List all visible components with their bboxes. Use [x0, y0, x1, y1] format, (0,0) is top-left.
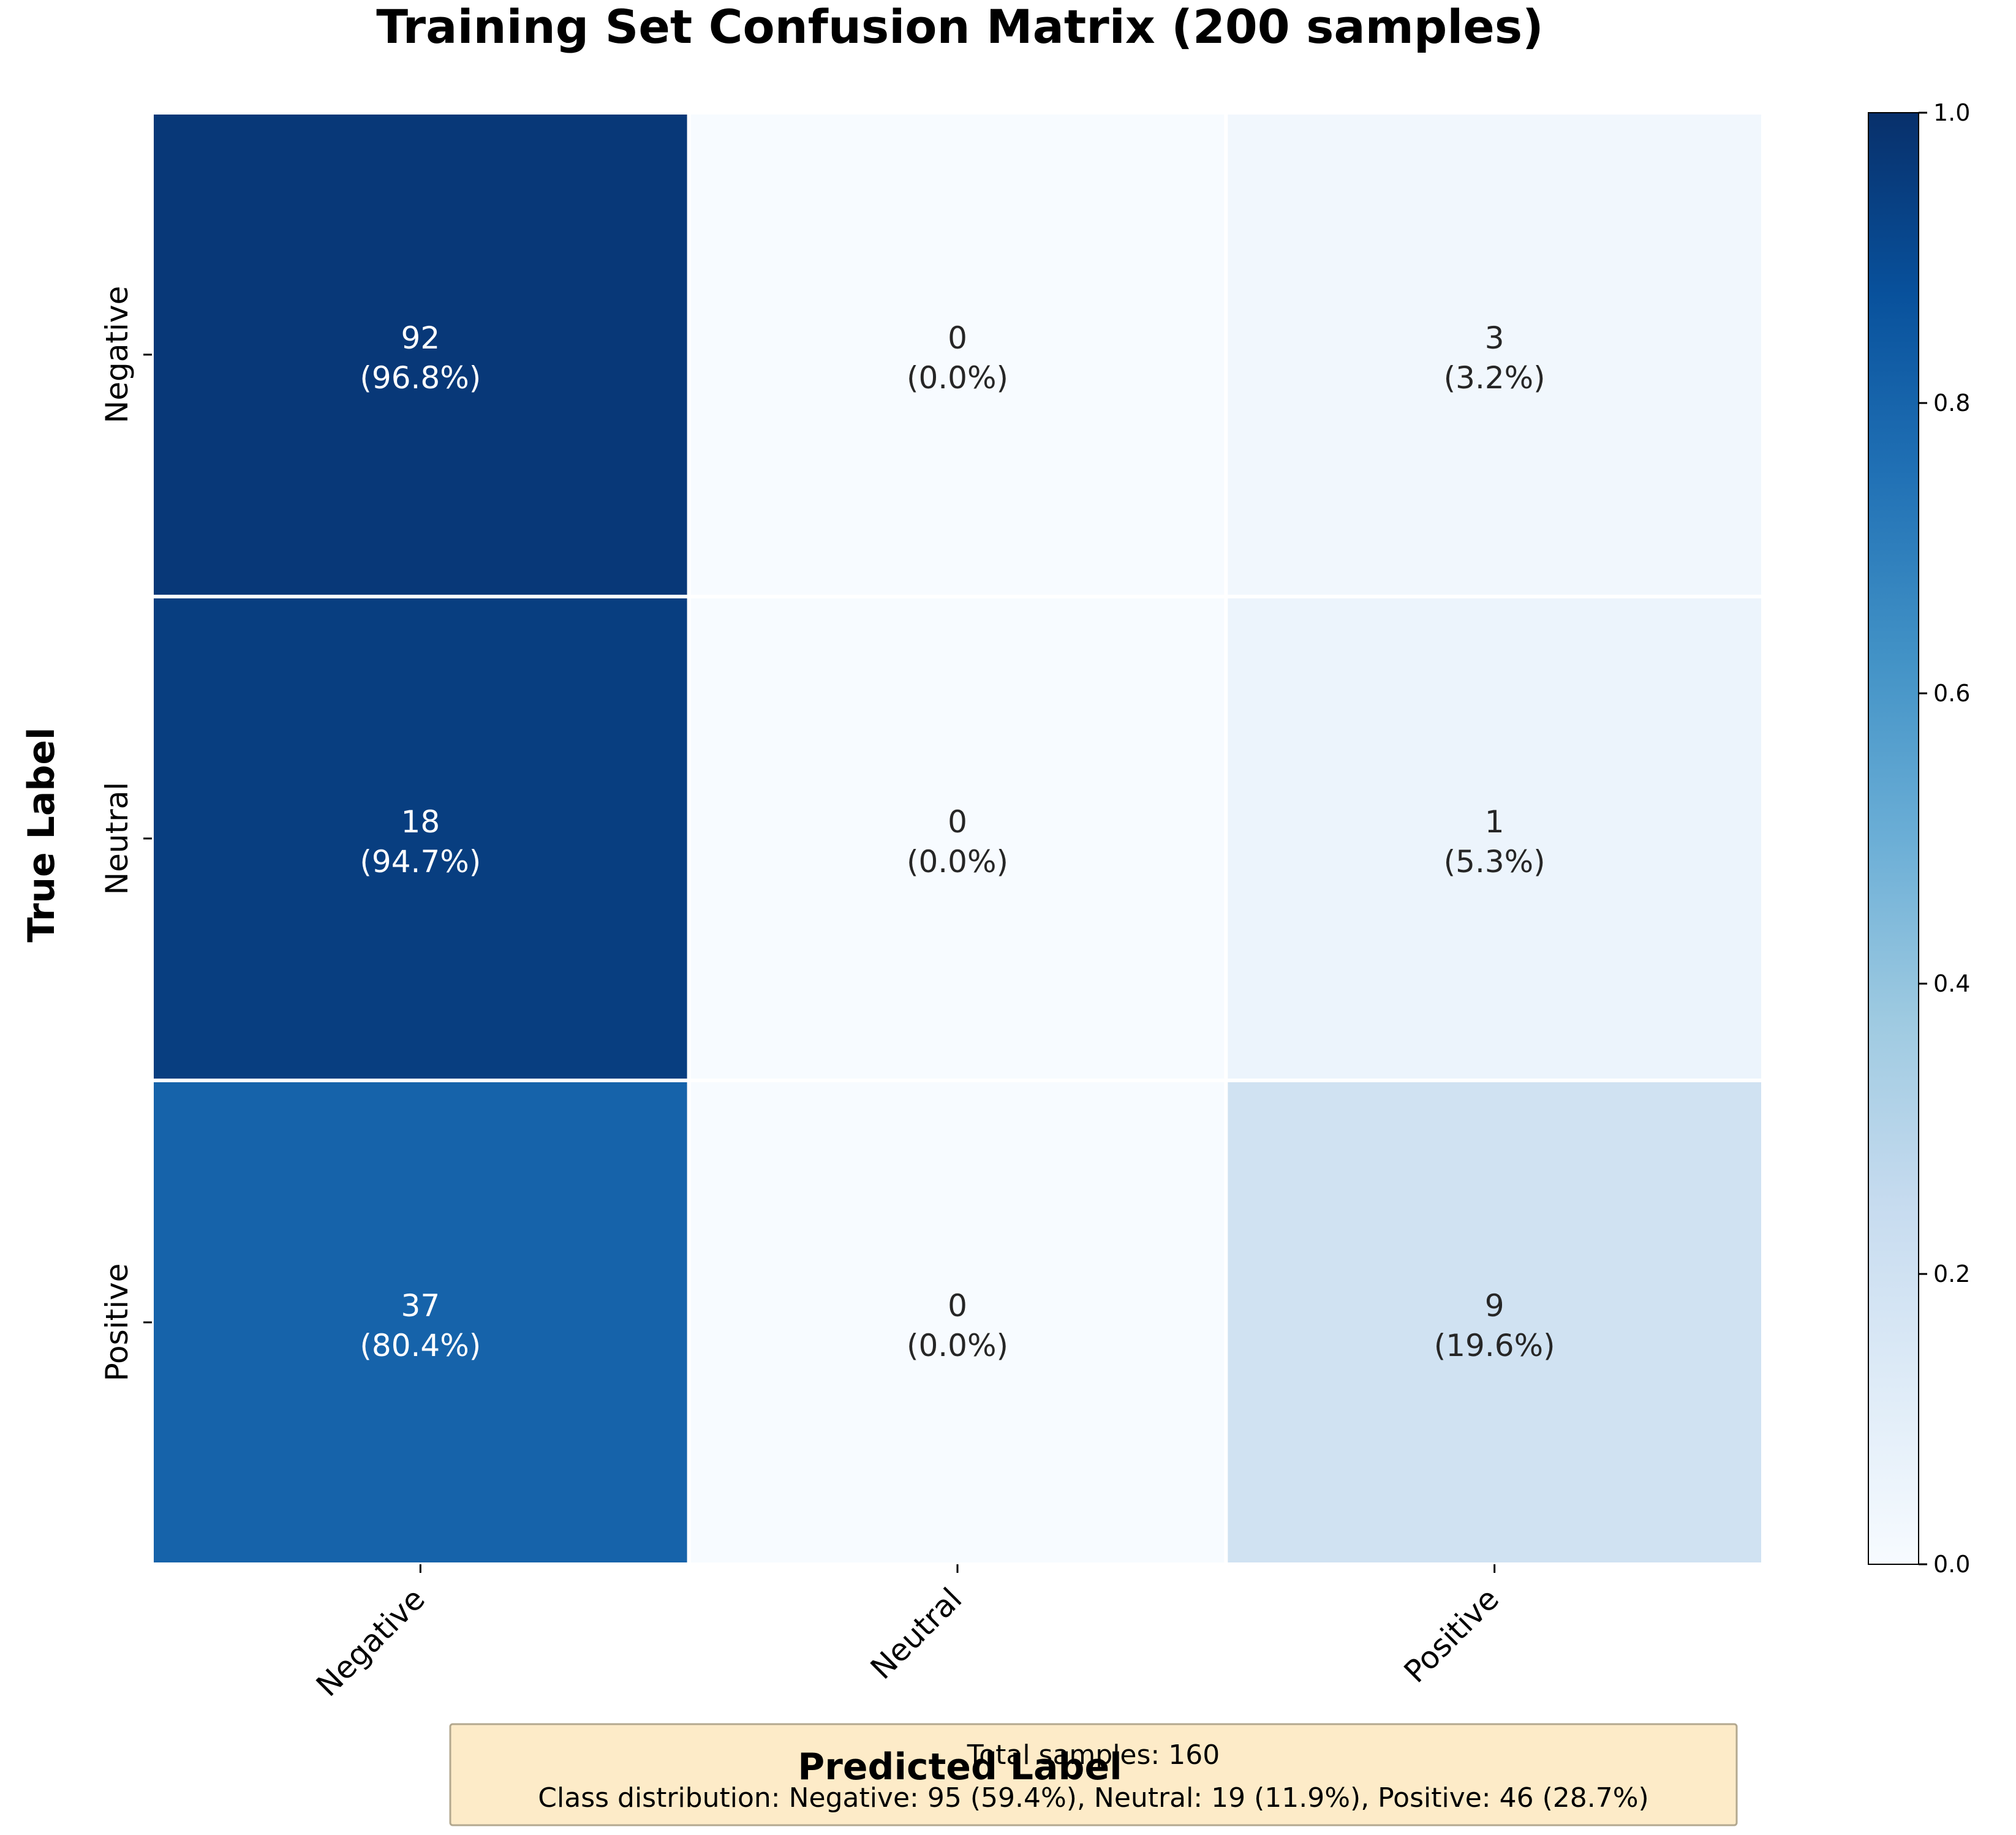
cell-count-label: 0	[948, 804, 967, 840]
colorbar-tick-label: 0.6	[1933, 680, 1970, 707]
heatmap-cell	[1224, 595, 1765, 1082]
heatmap-cells: 92 (96.8%) 0 (0.0%) 3 (3.2%) 18 (94.7%) 0 (0.0%) 1…	[150, 111, 1765, 1566]
heatmap-cell	[150, 595, 691, 1082]
cell-count-label: 3	[1485, 320, 1504, 356]
y-tick-label: Negative	[99, 286, 135, 423]
cell-count-label: 0	[948, 1288, 967, 1324]
heatmap-cell	[687, 111, 1228, 598]
colorbar-ticks: 0.0 0.2 0.4 0.6 0.8 1.0	[1919, 99, 1970, 1578]
heatmap-cell	[1224, 111, 1765, 598]
colorbar	[1868, 113, 1919, 1564]
annotation-total: Total samples: 160	[967, 1739, 1220, 1771]
colorbar-tick-label: 0.0	[1933, 1551, 1970, 1578]
cell-count-label: 37	[401, 1288, 440, 1324]
chart-title: Training Set Confusion Matrix (200 sampl…	[376, 0, 1544, 54]
colorbar-frame	[1868, 112, 1919, 1565]
heatmap-cell	[687, 595, 1228, 1082]
x-axis-ticks: Negative Neutral Positive	[309, 1564, 1506, 1703]
heatmap-cell	[687, 1079, 1228, 1566]
x-tick-label: Positive	[1397, 1581, 1506, 1689]
cell-percent-label: (80.4%)	[360, 1328, 481, 1363]
cell-percent-label: (5.3%)	[1444, 844, 1546, 880]
cell-percent-label: (94.7%)	[360, 844, 481, 880]
colorbar-tick-label: 1.0	[1933, 99, 1970, 126]
y-axis-ticks: Negative Neutral Positive	[99, 286, 152, 1382]
cell-percent-label: (0.0%)	[907, 844, 1008, 880]
cell-count-label: 9	[1485, 1288, 1504, 1324]
cell-percent-label: (3.2%)	[1444, 360, 1546, 396]
x-tick-label: Negative	[309, 1581, 432, 1703]
cell-percent-label: (0.0%)	[907, 1328, 1008, 1363]
colorbar-tick-label: 0.8	[1933, 390, 1970, 416]
y-tick-label: Positive	[99, 1264, 135, 1382]
x-axis-label: Predicted Label	[798, 1746, 1122, 1788]
x-tick-label: Neutral	[864, 1581, 969, 1686]
cell-count-label: 1	[1485, 804, 1504, 840]
y-tick-label: Neutral	[99, 782, 135, 895]
cell-count-label: 92	[401, 320, 440, 356]
heatmap-cell	[150, 111, 691, 598]
cell-percent-label: (0.0%)	[907, 360, 1008, 396]
cell-percent-label: (96.8%)	[360, 360, 481, 396]
cell-percent-label: (19.6%)	[1434, 1328, 1555, 1363]
cell-count-label: 0	[948, 320, 967, 356]
y-axis-label: True Label	[20, 727, 63, 942]
colorbar-tick-label: 0.4	[1933, 970, 1970, 997]
annotation-box	[449, 1723, 1738, 1826]
cell-count-label: 18	[401, 804, 440, 840]
annotation-distribution: Class distribution: Negative: 95 (59.4%)…	[538, 1782, 1648, 1814]
colorbar-tick-label: 0.2	[1933, 1260, 1970, 1287]
